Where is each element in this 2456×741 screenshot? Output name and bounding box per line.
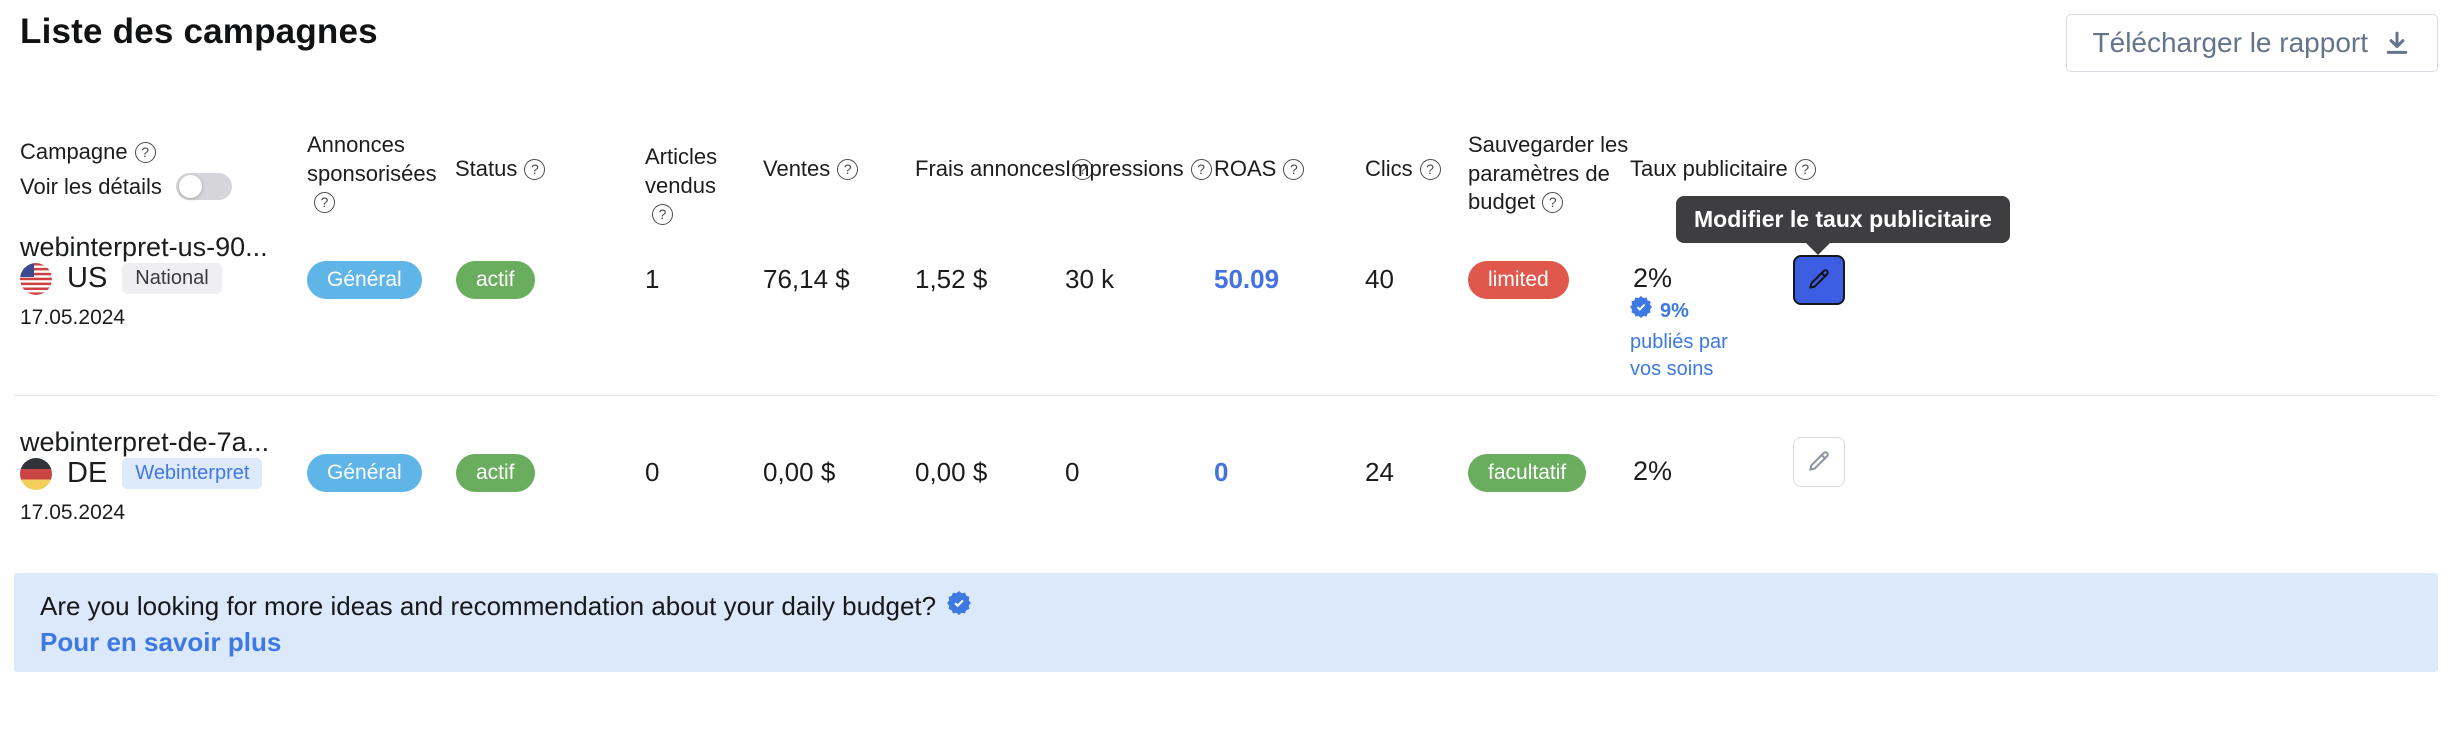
- edit-taux-button[interactable]: [1793, 437, 1845, 487]
- taux-publicitaire-value: 2%: [1633, 263, 1673, 293]
- column-header-frais-annonces: Frais annonces: [915, 155, 1094, 184]
- edit-taux-button[interactable]: [1793, 255, 1845, 305]
- column-header-status: Status: [455, 155, 546, 184]
- banner-question: Are you looking for more ideas and recom…: [40, 591, 972, 622]
- help-icon[interactable]: [1542, 192, 1564, 214]
- budget-recommendation-banner: Are you looking for more ideas and recom…: [14, 573, 2438, 672]
- taux-header-label: Taux publicitaire: [1630, 156, 1788, 181]
- banner-question-text: Are you looking for more ideas and recom…: [40, 591, 937, 621]
- help-icon[interactable]: [1190, 159, 1212, 180]
- clics-value: 24: [1365, 457, 1394, 487]
- badge-check-icon: [947, 591, 972, 622]
- learn-more-link[interactable]: Pour en savoir plus: [40, 627, 282, 657]
- published-text: publiés par vos soins: [1630, 331, 1728, 380]
- annonces-badge: Général: [307, 454, 422, 492]
- column-header-taux-publicitaire: Taux publicitaire: [1630, 155, 1816, 184]
- download-report-button[interactable]: Télécharger le rapport: [2065, 14, 2438, 72]
- clics-value: 40: [1365, 264, 1394, 294]
- column-header-ventes: Ventes: [763, 155, 859, 184]
- help-icon[interactable]: [1419, 159, 1441, 180]
- frais-header-label: Frais annonces: [915, 156, 1066, 181]
- taux-published-link[interactable]: 9% publiés par vos soins: [1630, 296, 1764, 382]
- help-icon[interactable]: [524, 159, 546, 180]
- articles-vendus-value: 0: [645, 457, 660, 487]
- budget-badge: facultatif: [1468, 454, 1587, 492]
- help-icon[interactable]: [1794, 159, 1816, 180]
- published-percent: 9%: [1660, 299, 1689, 322]
- pencil-icon: [1806, 448, 1832, 477]
- status-badge: actif: [456, 454, 535, 492]
- roas-header-label: ROAS: [1214, 156, 1277, 181]
- ventes-value: 76,14 $: [763, 264, 850, 294]
- campaign-country: DE Webinterpret: [20, 457, 263, 490]
- column-header-annonces-sponsorisees: Annonces sponsorisées: [307, 131, 449, 217]
- help-icon[interactable]: [1072, 159, 1094, 180]
- campaign-date: 17.05.2024: [20, 306, 126, 329]
- ventes-value: 0,00 $: [763, 457, 836, 487]
- ventes-header-label: Ventes: [763, 156, 831, 181]
- page-title: Liste des campagnes: [20, 12, 378, 51]
- column-header-articles-vendus: Articles vendus: [645, 143, 743, 229]
- articles-header-label: Articles vendus: [645, 144, 718, 198]
- annonces-badge: Général: [307, 261, 422, 299]
- tooltip-modifier-taux: Modifier le taux publicitaire: [1676, 196, 2010, 255]
- toggle-knob: [178, 175, 202, 199]
- impressions-header-label: Impressions: [1065, 156, 1184, 181]
- row-divider: [14, 395, 2438, 396]
- impressions-value: 0: [1065, 457, 1080, 487]
- pencil-icon: [1806, 266, 1832, 295]
- help-icon[interactable]: [314, 192, 335, 214]
- campaign-country: US National: [20, 262, 222, 295]
- roas-value[interactable]: 0: [1214, 457, 1229, 487]
- campaign-tag: National: [122, 263, 222, 294]
- campagne-header-label: Campagne: [20, 139, 128, 164]
- campaign-tag: Webinterpret: [122, 458, 263, 489]
- voir-details-toggle[interactable]: [175, 173, 232, 201]
- de-flag-icon: [20, 457, 52, 490]
- download-report-label: Télécharger le rapport: [2092, 27, 2368, 58]
- help-icon[interactable]: [837, 159, 859, 180]
- annonces-header-label: Annonces sponsorisées: [307, 132, 437, 186]
- taux-publicitaire-value: 2%: [1633, 456, 1673, 486]
- status-badge: actif: [456, 261, 535, 299]
- campaign-date: 17.05.2024: [20, 501, 126, 524]
- campaign-name[interactable]: webinterpret-de-7a...: [20, 427, 270, 457]
- column-header-roas: ROAS: [1214, 155, 1305, 184]
- articles-vendus-value: 1: [645, 264, 660, 294]
- voir-details-label: Voir les détails: [20, 173, 162, 199]
- download-icon: [2383, 29, 2411, 57]
- column-header-budget: Sauvegarder les paramètres de budget: [1468, 131, 1640, 217]
- column-header-impressions: Impressions: [1065, 155, 1212, 184]
- roas-value[interactable]: 50.09: [1214, 264, 1280, 294]
- badge-check-icon: [1630, 296, 1652, 325]
- us-flag-icon: [20, 262, 52, 295]
- frais-annonces-value: 0,00 $: [915, 457, 988, 487]
- frais-annonces-value: 1,52 $: [915, 264, 988, 294]
- impressions-value: 30 k: [1065, 264, 1115, 294]
- column-header-clics: Clics: [1365, 155, 1441, 184]
- country-code: US: [67, 262, 108, 294]
- country-code: DE: [67, 457, 108, 489]
- budget-badge: limited: [1468, 261, 1569, 299]
- help-icon[interactable]: [1283, 159, 1305, 180]
- clics-header-label: Clics: [1365, 156, 1413, 181]
- help-icon[interactable]: [134, 142, 156, 163]
- status-header-label: Status: [455, 156, 518, 181]
- help-icon[interactable]: [652, 204, 673, 226]
- campaign-name[interactable]: webinterpret-us-90...: [20, 232, 268, 262]
- column-header-campagne: Campagne Voir les détails: [20, 138, 232, 201]
- budget-header-label: Sauvegarder les paramètres de budget: [1468, 132, 1629, 215]
